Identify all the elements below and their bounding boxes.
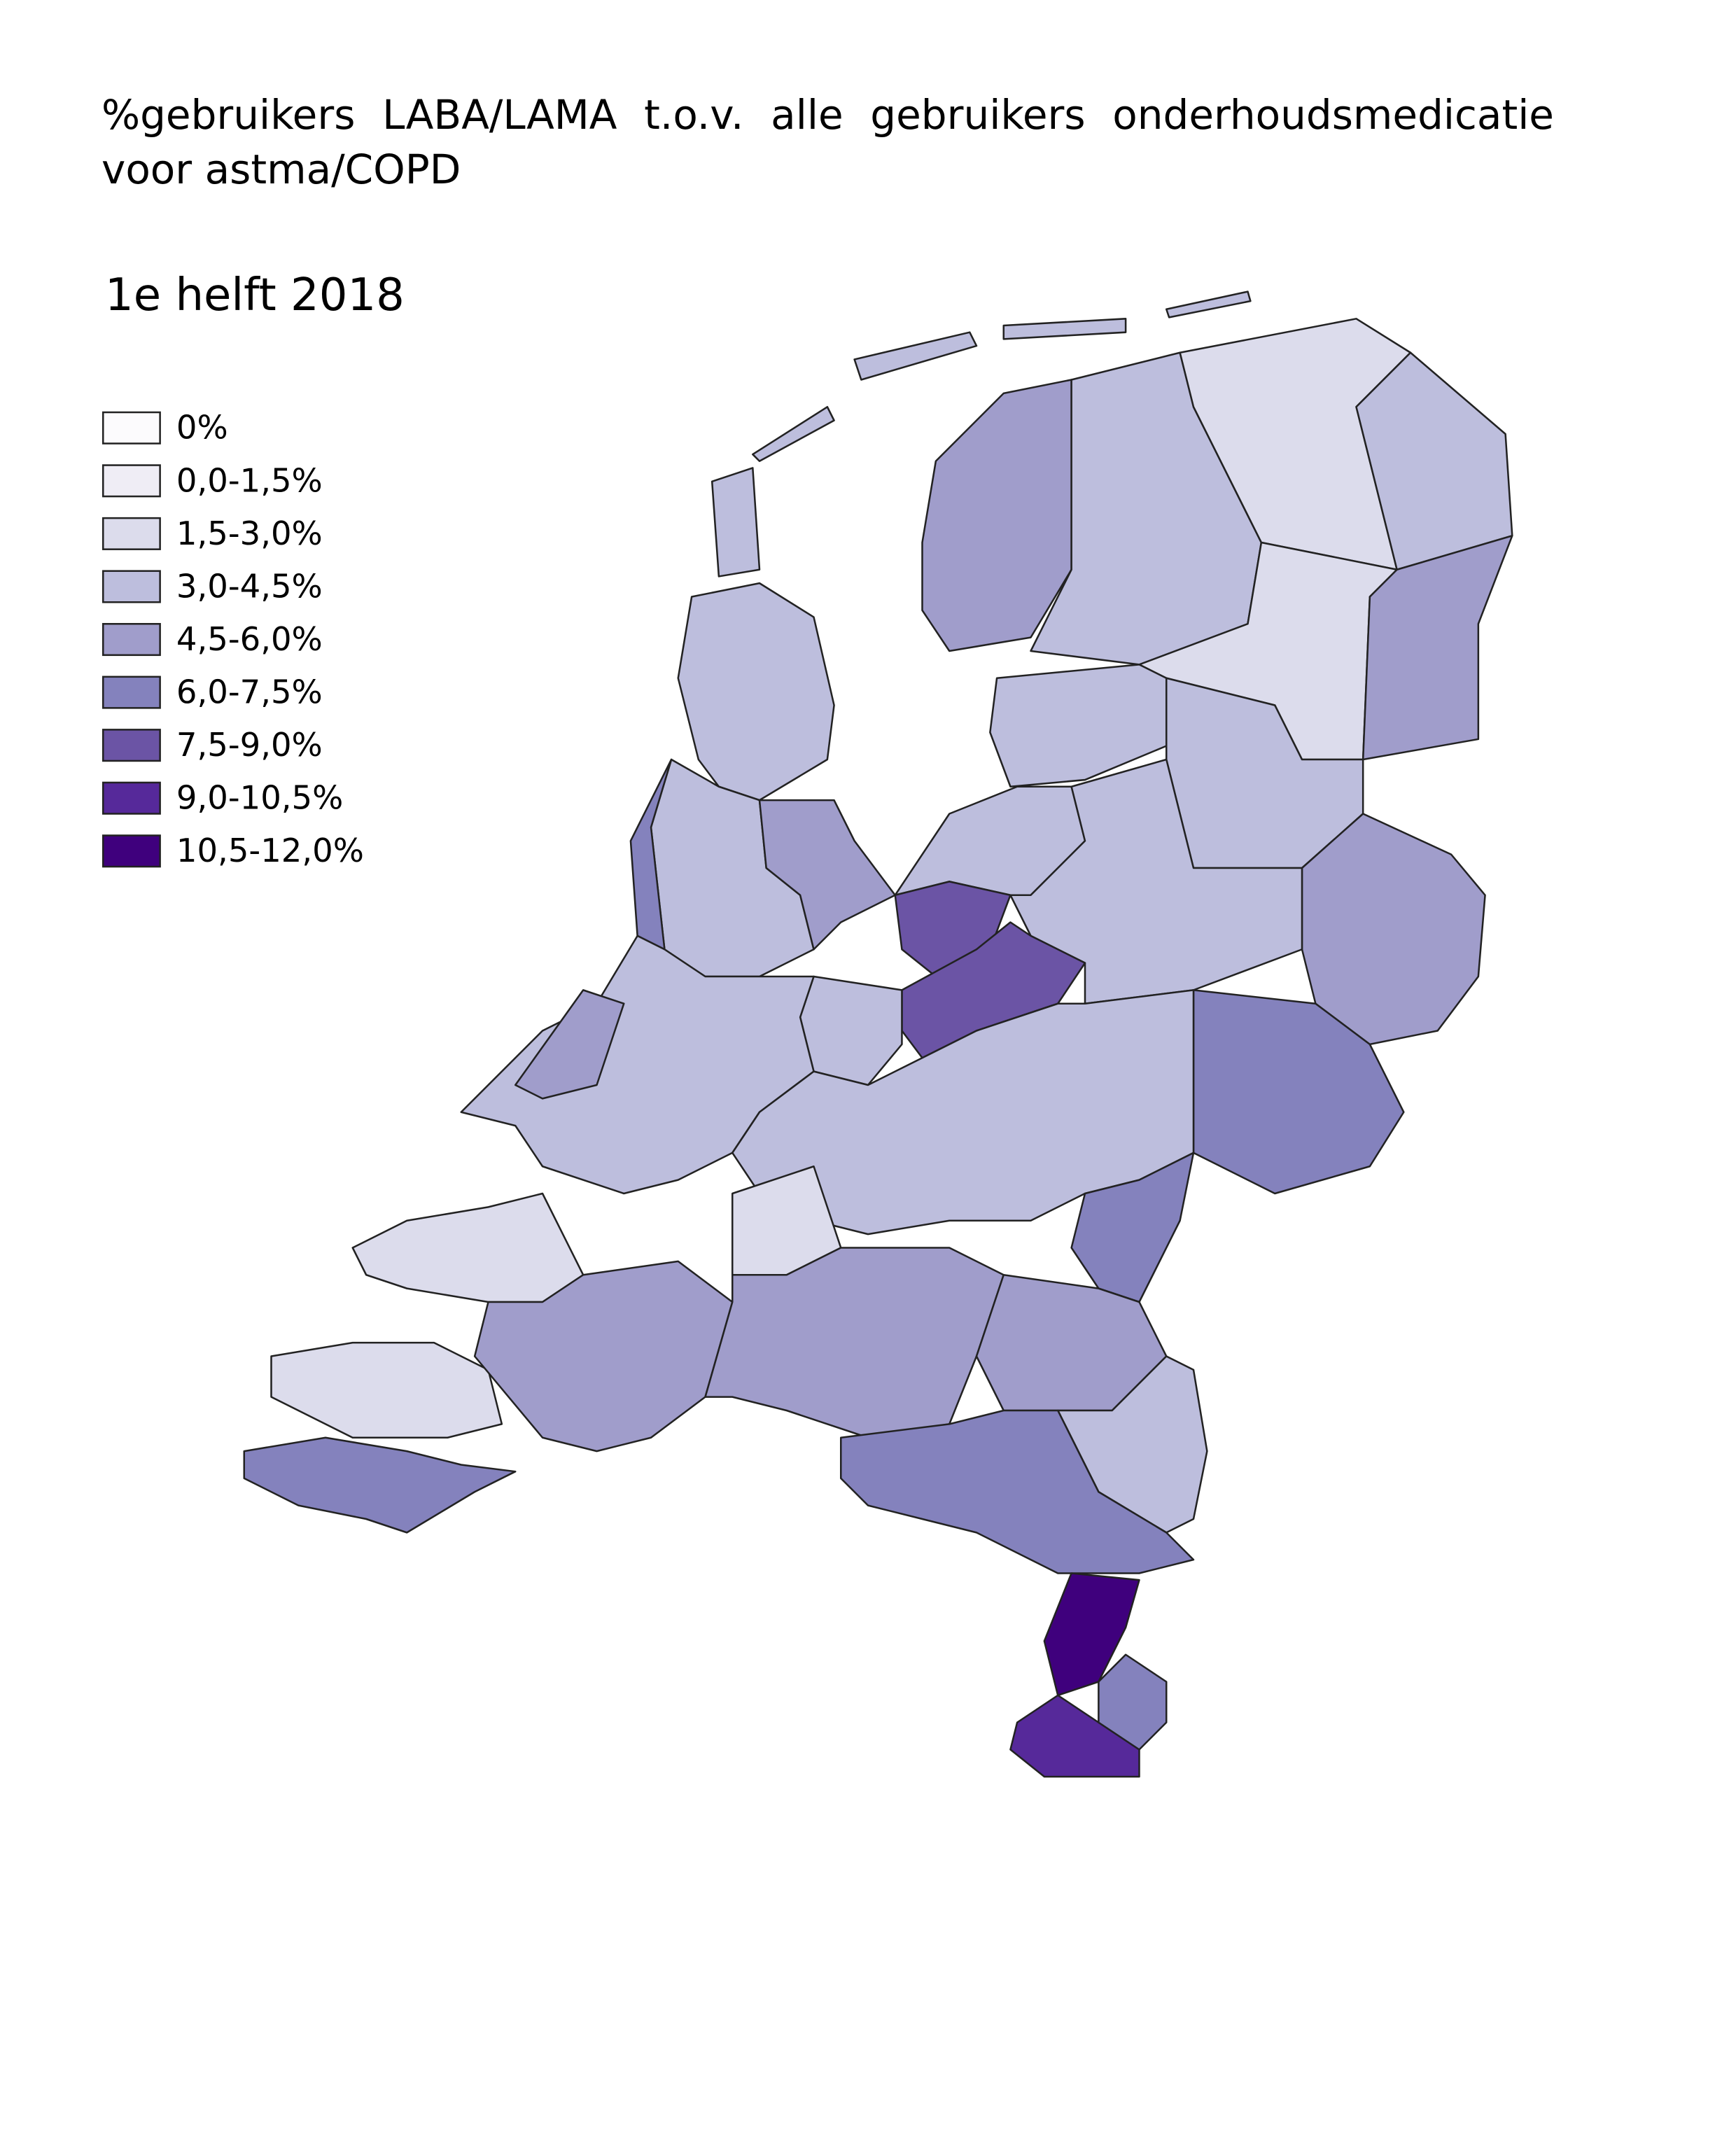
map-layer: 0% 0,0-1,5% 1,5-3,0% 3,0-4,5% 4,5-6,0% 6,0-7,… xyxy=(102,290,1513,1778)
legend-swatch xyxy=(102,464,161,498)
legend-label: 7,5-9,0% xyxy=(176,726,323,764)
legend-label: 0% xyxy=(176,409,228,447)
region xyxy=(1070,1152,1195,1303)
region xyxy=(839,1409,1195,1574)
legend-swatch xyxy=(102,411,161,444)
region xyxy=(710,467,761,578)
region xyxy=(1192,989,1405,1195)
legend-swatch xyxy=(102,834,161,868)
map-subtitle: 1e helft 2018 xyxy=(105,270,405,321)
map-title: %gebruikers LABA/LAMA t.o.v. alle gebrui… xyxy=(102,91,1554,193)
legend-swatch xyxy=(102,781,161,815)
region xyxy=(752,405,835,463)
legend-label: 4,5-6,0% xyxy=(176,620,323,658)
legend-swatch xyxy=(102,676,161,709)
legend-swatch xyxy=(102,517,161,550)
region xyxy=(1301,813,1486,1046)
legend: 0% 0,0-1,5% 1,5-3,0% 3,0-4,5% 4,5-6,0% 6,0-7,… xyxy=(102,409,364,869)
region xyxy=(243,1436,517,1534)
regions xyxy=(243,290,1513,1778)
region xyxy=(677,582,835,802)
region xyxy=(921,379,1072,652)
region xyxy=(989,664,1168,788)
legend-label: 0,0-1,5% xyxy=(176,461,323,499)
region xyxy=(514,989,625,1100)
region xyxy=(758,799,897,951)
region xyxy=(270,1341,503,1439)
region xyxy=(351,1192,584,1303)
region xyxy=(1355,351,1513,571)
legend-label: 10,5-12,0% xyxy=(176,832,364,869)
region xyxy=(473,1260,734,1452)
region xyxy=(853,331,978,381)
region xyxy=(901,921,1086,1059)
legend-swatch xyxy=(102,570,161,603)
legend-swatch xyxy=(102,729,161,762)
legend-label: 9,0-10,5% xyxy=(176,779,343,817)
region xyxy=(1002,318,1127,340)
region xyxy=(1165,290,1252,318)
legend-label: 3,0-4,5% xyxy=(176,567,323,605)
region xyxy=(1009,1694,1140,1778)
legend-swatch xyxy=(102,622,161,657)
region xyxy=(799,975,903,1086)
region xyxy=(1098,1653,1168,1751)
region xyxy=(704,1247,1005,1439)
legend-label: 1,5-3,0% xyxy=(176,514,323,552)
legend-label: 6,0-7,5% xyxy=(176,673,323,711)
